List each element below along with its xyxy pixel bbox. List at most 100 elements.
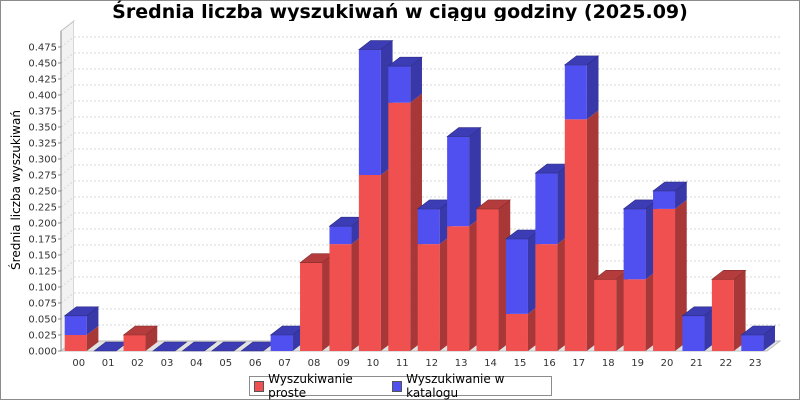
bar-top-17 — [563, 55, 600, 66]
x-tick-label: 00 — [72, 358, 85, 369]
bar-catalog-search-20 — [653, 191, 676, 209]
y-tick-label: 0.300 — [28, 155, 57, 166]
bar-top-23 — [740, 325, 776, 336]
x-tick-label: 14 — [484, 358, 497, 369]
bar-simple-search-09 — [329, 244, 352, 351]
y-tick-label: 0.475 — [28, 43, 57, 54]
bar-simple-search-10 — [358, 175, 381, 351]
x-tick-label: 03 — [161, 358, 174, 369]
x-tick-label: 22 — [720, 358, 733, 369]
bar-top-11 — [387, 56, 423, 67]
grid-line — [60, 260, 75, 272]
bar-top-13 — [446, 127, 482, 137]
bar-simple-search-11 — [388, 102, 411, 352]
legend-label-simple-search: Wyszukiwanie proste — [268, 372, 353, 400]
bar-side-simple-search-00 — [86, 326, 99, 351]
bar-side-simple-search-22 — [733, 270, 746, 351]
bar-simple-search-08 — [300, 262, 323, 351]
grid-line — [60, 52, 75, 64]
y-tick-label: 0.200 — [28, 219, 57, 230]
bar-side-catalog-search-23 — [763, 326, 775, 351]
x-tick-label: 04 — [190, 358, 203, 369]
x-tick-label: 23 — [749, 358, 762, 369]
y-tick-label: 0.250 — [28, 187, 57, 198]
bar-simple-search-15 — [505, 313, 528, 351]
x-tick-label: 06 — [249, 358, 262, 369]
bar-simple-search-16 — [535, 244, 558, 351]
x-tick-label: 01 — [102, 358, 115, 369]
y-tick-label: 0.375 — [28, 107, 57, 118]
x-tick-label: 19 — [631, 358, 644, 369]
bar-top-00 — [63, 306, 100, 317]
x-tick-label: 21 — [690, 358, 703, 369]
bar-catalog-search-19 — [623, 208, 646, 280]
grid-line — [60, 164, 75, 176]
x-tick-label: 07 — [278, 358, 291, 369]
bar-simple-search-12 — [417, 244, 440, 351]
bar-top-22 — [710, 270, 747, 280]
bar-top-05 — [210, 341, 247, 352]
bar-simple-search-00 — [64, 335, 87, 351]
bar-catalog-search-21 — [682, 315, 705, 351]
grid-line — [60, 100, 75, 112]
x-tick-label: 13 — [455, 358, 468, 369]
bar-top-04 — [181, 341, 217, 352]
legend-item-simple-search: Wyszukiwanie proste — [254, 372, 382, 400]
bar-simple-search-22 — [711, 279, 734, 351]
legend-swatch-catalog-search — [391, 380, 403, 392]
bar-simple-search-18 — [594, 279, 617, 351]
bar-catalog-search-12 — [417, 208, 440, 245]
y-tick-label: 0.050 — [28, 315, 57, 326]
x-tick-label: 08 — [308, 358, 321, 369]
y-tick-label: 0.025 — [28, 331, 57, 342]
bar-top-02 — [122, 325, 159, 336]
y-tick-label: 0.075 — [28, 299, 57, 310]
grid-line — [60, 132, 75, 144]
x-tick-label: 20 — [661, 358, 674, 369]
grid-line — [60, 244, 75, 256]
grid-line — [60, 68, 75, 80]
x-tick-label: 16 — [543, 358, 556, 369]
grid-line — [60, 116, 75, 128]
bar-catalog-search-07 — [270, 335, 293, 351]
grid-line — [60, 292, 75, 304]
grid-line — [60, 180, 75, 192]
x-tick-label: 12 — [425, 358, 438, 369]
x-tick-label: 02 — [131, 358, 144, 369]
y-tick-label: 0.150 — [28, 251, 57, 262]
y-tick-label: 0.275 — [28, 171, 57, 182]
bar-catalog-search-10 — [358, 49, 381, 176]
bar-simple-search-13 — [447, 226, 470, 351]
bar-catalog-search-17 — [564, 64, 587, 120]
x-tick-label: 11 — [396, 358, 409, 369]
chart-title: Średnia liczba wyszukiwań w ciągu godzin… — [112, 1, 688, 23]
bar-simple-search-20 — [653, 208, 676, 351]
x-tick-label: 09 — [337, 358, 350, 369]
legend: Wyszukiwanie proste Wyszukiwanie w katal… — [249, 372, 552, 400]
grid-line — [60, 148, 75, 160]
bar-catalog-search-09 — [329, 226, 352, 245]
bar-simple-search-19 — [623, 279, 646, 351]
x-tick-label: 18 — [602, 358, 615, 369]
bar-top-20 — [652, 181, 688, 192]
grid-line — [60, 196, 75, 208]
y-tick-label: 0.225 — [28, 203, 57, 214]
y-tick-label: 0.100 — [28, 283, 57, 294]
y-tick-label: 0.325 — [28, 139, 57, 150]
bar-side-catalog-search-17 — [586, 55, 599, 120]
bar-top-14 — [475, 199, 512, 210]
x-tick-label: 15 — [514, 358, 527, 369]
bar-simple-search-02 — [123, 335, 146, 351]
bar-top-03 — [152, 341, 188, 352]
legend-swatch-simple-search — [254, 380, 265, 392]
grid-line — [60, 84, 75, 96]
bar-catalog-search-23 — [741, 335, 764, 351]
grid-line — [60, 276, 75, 288]
grid-line — [60, 36, 75, 48]
x-tick-label: 10 — [367, 358, 380, 369]
bar-side-catalog-search-20 — [675, 182, 687, 209]
grid-line — [60, 228, 75, 240]
bar-top-10 — [357, 40, 394, 50]
y-tick-label: 0.450 — [28, 59, 57, 70]
